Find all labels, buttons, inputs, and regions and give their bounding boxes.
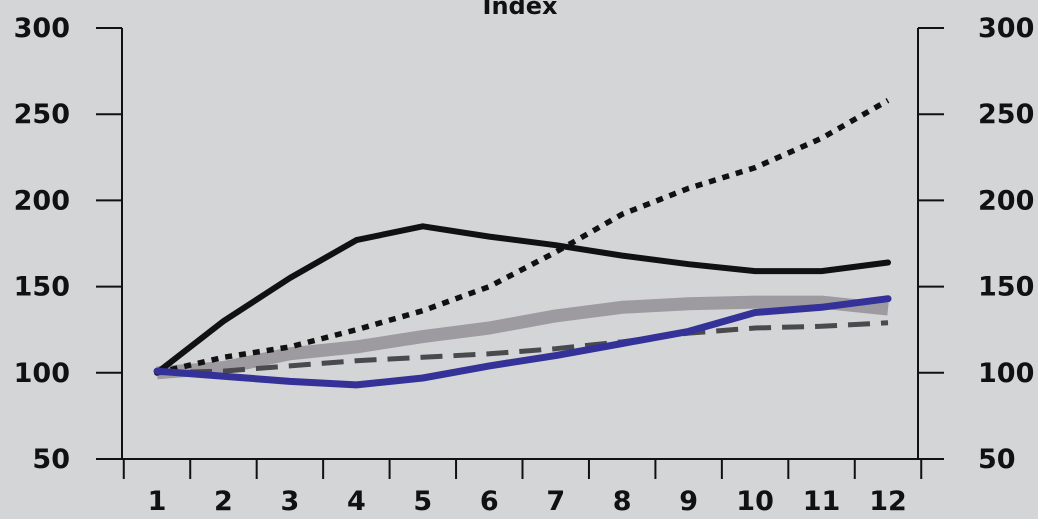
y-tick-label-left: 100	[14, 358, 70, 389]
y-tick-label-left: 50	[32, 444, 70, 475]
y-tick-label-right: 250	[978, 99, 1034, 130]
x-tick-label: 3	[281, 486, 300, 517]
y-tick-label-right: 150	[978, 272, 1034, 303]
series-line-dashed-dark-gray	[156, 320, 889, 376]
series-layer	[153, 98, 892, 389]
x-tick-label: 8	[613, 486, 632, 517]
y-tick-label-right: 300	[978, 13, 1034, 44]
y-tick-label-right: 50	[978, 444, 1016, 475]
x-tick-label: 9	[679, 486, 698, 517]
x-tick-label: 10	[736, 486, 774, 517]
x-tick-label: 6	[480, 486, 499, 517]
series-line-solid-black	[154, 223, 891, 376]
x-tick-label: 2	[214, 486, 233, 517]
series-line-solid-blue	[153, 295, 892, 389]
x-tick-label: 1	[148, 486, 167, 517]
y-tick-label-left: 150	[14, 272, 70, 303]
chart-title: Index	[483, 0, 558, 20]
y-tick-label-left: 300	[14, 13, 70, 44]
y-tick-label-left: 250	[14, 99, 70, 130]
x-tick-label: 12	[869, 486, 907, 517]
y-tick-label-right: 200	[978, 185, 1034, 216]
y-tick-label-left: 200	[14, 185, 70, 216]
x-tick-label: 11	[803, 486, 841, 517]
x-tick-label: 4	[347, 486, 366, 517]
series-line-dotted-black	[156, 98, 890, 376]
x-tick-label: 5	[413, 486, 432, 517]
x-tick-label: 7	[546, 486, 565, 517]
y-tick-label-right: 100	[978, 358, 1034, 389]
series-line-thick-light-gray	[156, 295, 889, 380]
